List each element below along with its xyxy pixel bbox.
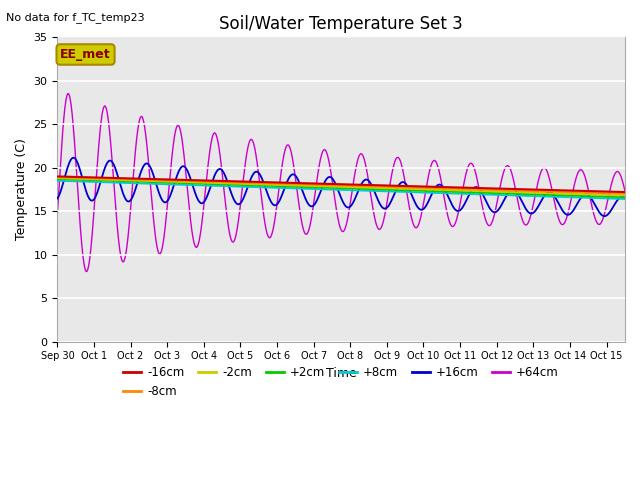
Title: Soil/Water Temperature Set 3: Soil/Water Temperature Set 3 — [220, 15, 463, 33]
Y-axis label: Temperature (C): Temperature (C) — [15, 139, 28, 240]
Text: EE_met: EE_met — [60, 48, 111, 61]
X-axis label: Time: Time — [326, 367, 356, 380]
Legend: -16cm, -8cm, -2cm, +2cm, +8cm, +16cm, +64cm: -16cm, -8cm, -2cm, +2cm, +8cm, +16cm, +6… — [118, 361, 563, 403]
Text: No data for f_TC_temp23: No data for f_TC_temp23 — [6, 12, 145, 23]
